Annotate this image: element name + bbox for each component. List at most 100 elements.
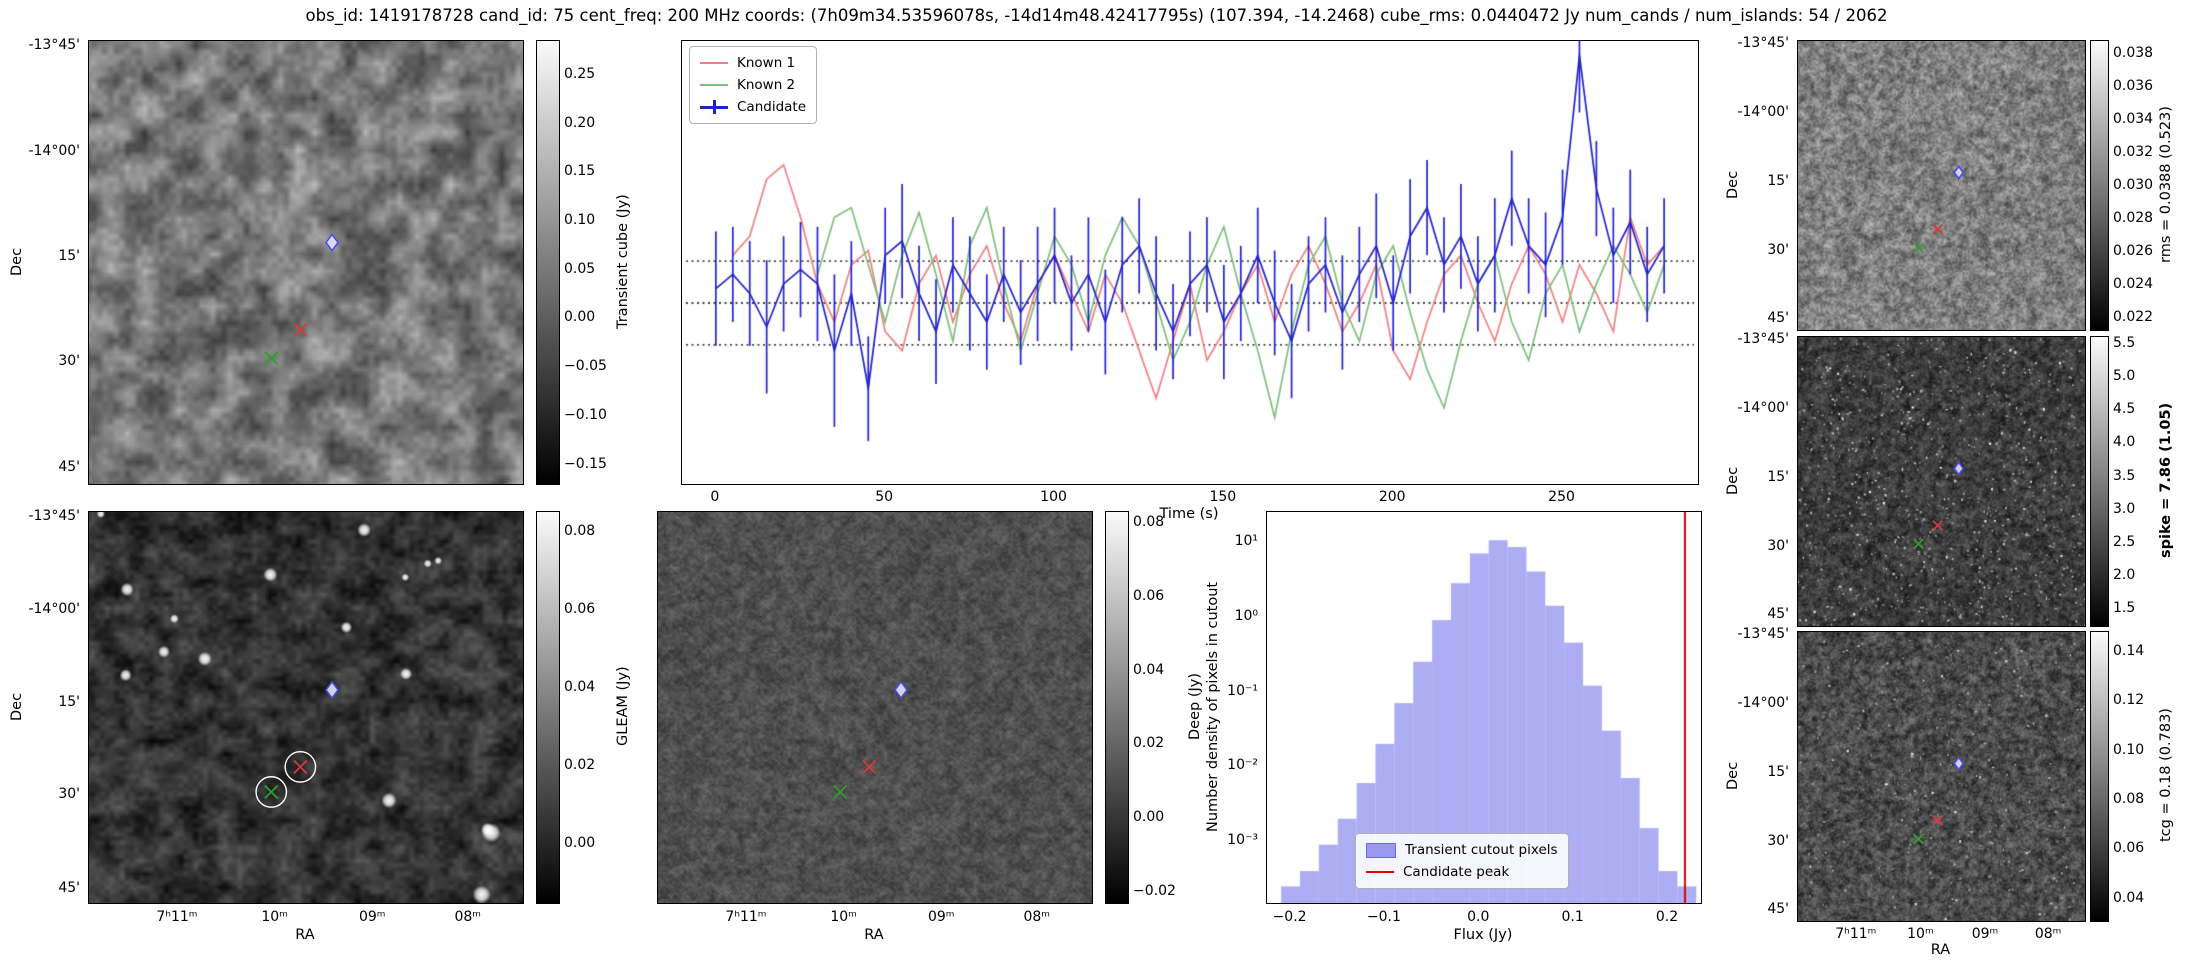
tick-label: −0.10 [564, 406, 607, 423]
tick-label: 45' [58, 458, 80, 475]
deep-ra-axis-label: RA [864, 927, 884, 943]
tick-label: 0.05 [564, 260, 596, 277]
tick-label: 15' [1767, 469, 1789, 486]
hist-x-ticks: −0.2 −0.1 0.0 0.1 0.2 [1266, 907, 1700, 925]
tick-label: 7ʰ11ᵐ [725, 909, 767, 925]
tick-label: 08ᵐ [1023, 909, 1051, 925]
rms-colorbar [2090, 40, 2109, 331]
tick-label: 30' [58, 786, 80, 803]
gleam-dec-ticks: -13°45' -14°00' 15' 30' 45' [26, 507, 84, 902]
legend-item: Known 1 [700, 52, 806, 74]
rms-colorbar-label: rms = 0.0388 (0.523) [2158, 106, 2174, 263]
tick-label: 0.15 [564, 163, 596, 180]
tick-label: 0.034 [2113, 111, 2154, 128]
tick-label: 1.5 [2113, 600, 2136, 617]
tick-label: 08ᵐ [454, 909, 482, 925]
tick-label: 250 [1548, 489, 1575, 505]
gleam-colorbar-ticks: 0.08 0.06 0.04 0.02 0.00 [560, 511, 612, 902]
tick-label: 15' [1767, 173, 1789, 190]
tick-label: -14°00' [1737, 104, 1789, 121]
tick-label: 2.0 [2113, 567, 2136, 584]
tick-label: 15' [58, 693, 80, 710]
tcg-dec-axis-label: Dec [1725, 761, 1741, 790]
legend-patch-swatch-icon [1366, 842, 1396, 858]
tick-label: 0.00 [1133, 809, 1165, 826]
tick-label: 10¹ [1234, 532, 1258, 549]
spike-colorbar-ticks: 5.5 5.0 4.5 4.0 3.5 3.0 2.5 2.0 1.5 [2109, 335, 2155, 625]
time-axis-label: Time (s) [1159, 506, 1219, 522]
tick-label: 45' [58, 879, 80, 896]
deep-canvas [658, 512, 1092, 903]
tick-label: 10ᵐ [830, 909, 857, 925]
tick-label: 0.026 [2113, 243, 2154, 260]
tick-label: 10⁻¹ [1227, 682, 1258, 699]
lightcurve-legend: Known 1 Known 2 Candidate [689, 46, 818, 124]
tick-label: 45' [1767, 606, 1789, 623]
tick-label: 09ᵐ [358, 909, 386, 925]
tick-label: 2.5 [2113, 533, 2136, 550]
tick-label: 0.022 [2113, 309, 2154, 326]
tick-label: 100 [1040, 489, 1067, 505]
spike-image [1797, 336, 2086, 627]
tick-label: 45' [1767, 901, 1789, 918]
tick-label: −0.05 [564, 358, 607, 375]
deep-image [657, 511, 1093, 904]
tick-label: 0.2 [1655, 909, 1679, 925]
tick-label: −0.1 [1366, 909, 1401, 925]
tick-label: 0.06 [1133, 587, 1165, 604]
tick-label: 0.08 [564, 522, 596, 539]
hist-y-ticks: 10¹ 10⁰ 10⁻¹ 10⁻² 10⁻³ [1222, 511, 1262, 902]
tick-label: 0.0 [1467, 909, 1490, 925]
gleam-colorbar [536, 511, 560, 904]
tick-label: 0.028 [2113, 210, 2154, 227]
tcg-canvas [1798, 632, 2085, 921]
tick-label: 0.032 [2113, 144, 2154, 161]
gleam-image [88, 511, 524, 904]
tick-label: 200 [1378, 489, 1406, 505]
rms-dec-ticks: -13°45' -14°00' 15' 30' 45' [1737, 35, 1793, 329]
tick-label: 30' [1767, 832, 1789, 849]
tick-label: 0.04 [564, 678, 596, 695]
tick-label: 0.024 [2113, 276, 2154, 293]
flux-histogram: Transient cutout pixels Candidate peak [1266, 511, 1702, 904]
tick-label: 4.0 [2113, 434, 2136, 451]
tcg-ra-axis-label: RA [1930, 942, 1951, 958]
figure-title: obs_id: 1419178728 cand_id: 75 cent_freq… [305, 6, 1888, 25]
tick-label: -13°45' [1737, 626, 1789, 643]
tick-label: 0.08 [1133, 514, 1165, 531]
tick-label: 3.5 [2113, 467, 2136, 484]
tcg-ra-ticks: 7ʰ11ᵐ 10ᵐ 09ᵐ 08ᵐ [1797, 924, 2084, 942]
tcg-colorbar-ticks: 0.14 0.12 0.10 0.08 0.06 0.04 [2109, 631, 2155, 920]
tick-label: 30' [1767, 241, 1789, 258]
tick-label: 0.036 [2113, 78, 2154, 95]
rms-dec-axis-label: Dec [1725, 170, 1741, 199]
tick-label: 0.20 [564, 114, 596, 131]
tick-label: 0.25 [564, 66, 596, 83]
tick-label: −0.02 [1133, 882, 1176, 899]
tick-label: -13°45' [1737, 331, 1789, 348]
deep-colorbar-label: Deep (Jy) [1187, 673, 1203, 740]
tick-label: -14°00' [1737, 400, 1789, 417]
tick-label: 0.00 [564, 835, 596, 852]
deep-colorbar [1105, 511, 1129, 904]
legend-label: Candidate peak [1403, 864, 1510, 880]
tick-label: 150 [1209, 489, 1237, 505]
lightcurve-plot: Known 1 Known 2 Candidate [681, 40, 1699, 485]
tick-label: -13°45' [28, 507, 80, 524]
gleam-ra-ticks: 7ʰ11ᵐ 10ᵐ 09ᵐ 08ᵐ [88, 907, 522, 925]
tick-label: -14°00' [28, 600, 80, 617]
tick-label: 10ᵐ [1907, 926, 1934, 942]
tick-label: 08ᵐ [2034, 926, 2062, 942]
rms-image [1797, 40, 2086, 331]
legend-item: Transient cutout pixels [1366, 839, 1558, 861]
tick-label: 0.06 [2113, 840, 2145, 857]
legend-item: Candidate [700, 96, 806, 118]
spike-colorbar [2090, 336, 2109, 627]
cube-colorbar-label: Transient cube (Jy) [615, 194, 631, 329]
tcg-image [1797, 631, 2086, 922]
tick-label: 5.0 [2113, 367, 2136, 384]
hist-y-axis-label: Number density of pixels in cutout [1205, 581, 1221, 832]
cube-dec-ticks: -13°45' -14°00' 15' 30' 45' [26, 37, 84, 483]
transient-cube-canvas [89, 41, 523, 484]
